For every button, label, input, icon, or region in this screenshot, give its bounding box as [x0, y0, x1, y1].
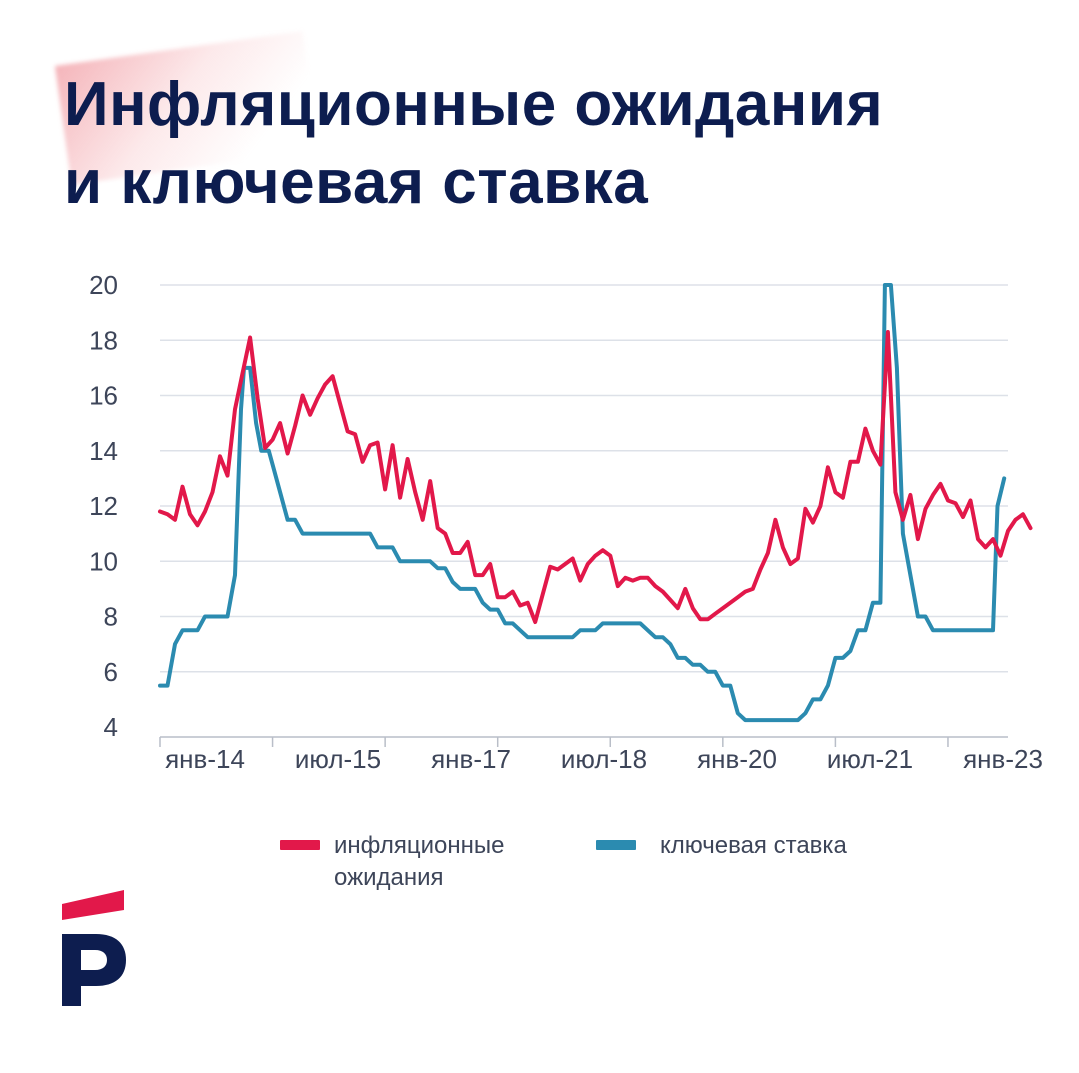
x-tick-label: июл-15 [295, 744, 381, 774]
series-line-inflation [158, 330, 1033, 624]
y-tick-label: 10 [89, 546, 118, 576]
y-tick-label: 6 [104, 657, 118, 687]
legend-item-inflation: инфляционные ожидания [280, 830, 554, 894]
y-tick-label: 14 [89, 436, 118, 466]
line-chart: 4 6 8 10 12 14 16 18 20 янв-14 июл-15 янв-17 июл-18 я… [89, 270, 1043, 774]
title-line-2: и ключевая ставка [64, 148, 649, 217]
page-title: Инфляционные ожидания и ключевая ставка [64, 66, 883, 222]
legend-item-key-rate: ключевая ставка [596, 830, 847, 862]
x-tick-label: янв-23 [963, 744, 1043, 774]
y-tick-label: 18 [89, 325, 118, 355]
legend-swatch-inflation [280, 840, 320, 850]
y-tick-label: 8 [104, 602, 118, 632]
x-tick-label: янв-14 [165, 744, 245, 774]
y-tick-label: 16 [89, 381, 118, 411]
legend-label-inflation: инфляционные ожидания [334, 832, 505, 891]
chart-legend: инфляционные ожидания ключевая ставка [0, 830, 1079, 900]
x-tick-label: янв-17 [431, 744, 511, 774]
y-tick-label: 4 [104, 712, 118, 742]
legend-swatch-key-rate [596, 840, 636, 850]
x-tick-label: июл-18 [561, 744, 647, 774]
series-line-key-rate [158, 283, 1007, 723]
y-tick-label: 12 [89, 491, 118, 521]
legend-label-key-rate: ключевая ставка [660, 832, 847, 859]
y-tick-label: 20 [89, 270, 118, 300]
x-tick-label: июл-21 [827, 744, 913, 774]
p-logo-icon [62, 890, 126, 1006]
x-tick-label: янв-20 [697, 744, 777, 774]
title-line-1: Инфляционные ожидания [64, 70, 884, 139]
